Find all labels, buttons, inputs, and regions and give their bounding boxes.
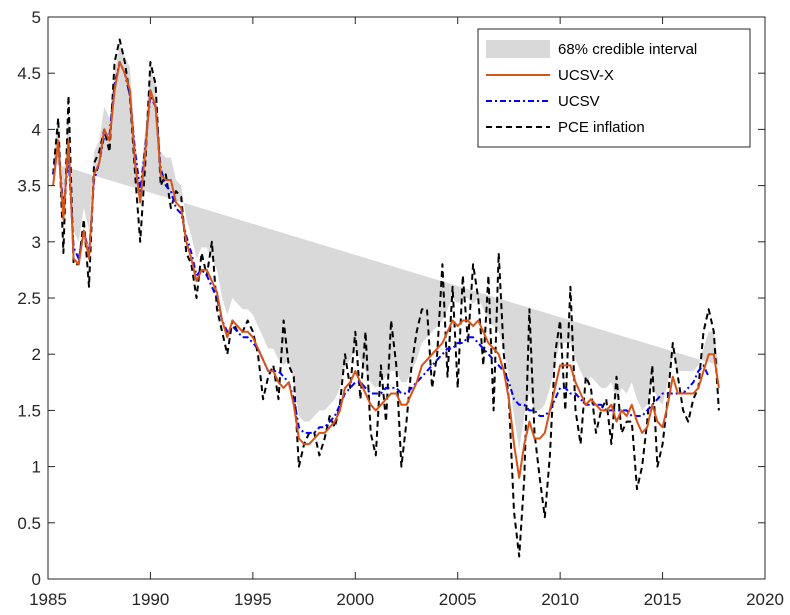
x-tick-label: 2000 [336,590,374,609]
legend-label: 68% credible interval [558,41,697,58]
y-tick-label: 5 [32,8,41,27]
y-tick-label: 2 [32,345,41,364]
x-tick-label: 1985 [29,590,67,609]
legend-label: UCSV [558,93,600,110]
y-tick-label: 2.5 [17,289,41,308]
x-tick-label: 2010 [541,590,579,609]
y-tick-label: 4.5 [17,64,41,83]
x-tick-label: 1995 [234,590,272,609]
series-layer [52,38,720,558]
credible-interval-band [53,45,719,450]
legend-label: UCSV-X [558,67,614,84]
y-tick-label: 0 [32,570,41,589]
legend-label: PCE inflation [558,119,645,136]
y-tick-label: 0.5 [17,514,41,533]
series-line-ucsv [52,61,710,434]
y-tick-label: 3 [32,233,41,252]
y-tick-label: 3.5 [17,177,41,196]
series-line-ucsv-x [52,61,720,479]
legend-swatch [486,40,550,58]
x-tick-label: 1990 [132,590,170,609]
series-line-pce-inflation [52,38,720,558]
axes: 1985 1990 1995 2000 2005 2010 2015 2020 0 0.5 1 1.5… [17,8,784,609]
y-tick-label: 1.5 [17,401,41,420]
x-tick-label: 2015 [644,590,682,609]
y-tick-label: 1 [32,458,41,477]
y-tick-label: 4 [32,120,41,139]
x-tick-label: 2020 [746,590,784,609]
x-tick-label: 2005 [439,590,477,609]
credible-interval-band-layer [53,45,719,450]
legend: 68% credible interval UCSV-X UCSV PCE infla… [477,28,751,148]
